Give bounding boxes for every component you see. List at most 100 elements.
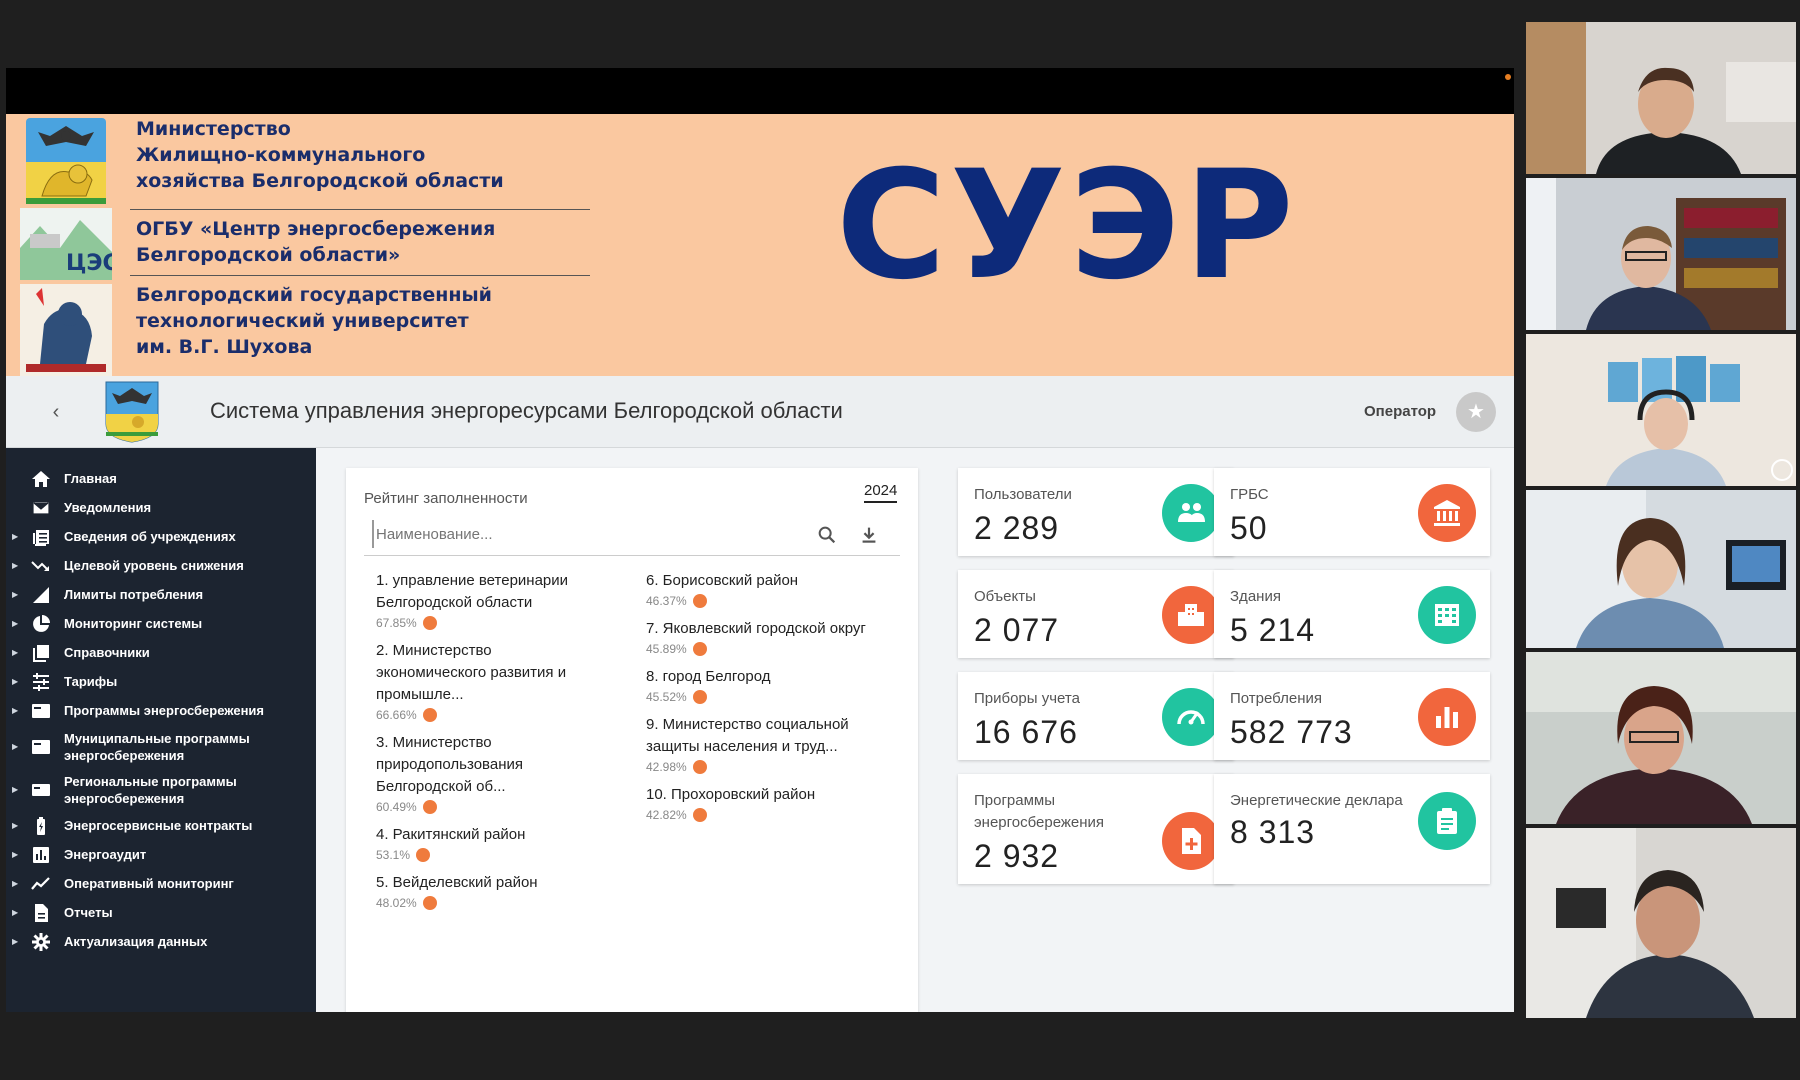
ministry-name-line: Министерство	[136, 118, 291, 140]
expand-arrow-icon[interactable]: ▶	[12, 706, 19, 715]
sidebar-item-label: Энергоаудит	[64, 847, 147, 862]
sidebar-item[interactable]: Главная	[6, 464, 316, 493]
chevron-left-icon[interactable]: ‹	[52, 401, 60, 423]
rating-list-item[interactable]: 2. Министерство экономического развития …	[376, 640, 602, 724]
document-icon	[30, 903, 52, 923]
rating-list-item[interactable]: 10. Прохоровский район 42.82%	[646, 784, 872, 824]
sidebar-item[interactable]: ▶ Мониторинг системы	[6, 609, 316, 638]
sidebar-item[interactable]: ▶ Программы энергосбережения	[6, 696, 316, 725]
rating-list-item[interactable]: 1. управление ветеринарии Белгородской о…	[376, 570, 602, 632]
rating-list-item[interactable]: 3. Министерство природопользования Белго…	[376, 732, 602, 816]
rating-list-item[interactable]: 8. город Белгород 45.52%	[646, 666, 872, 706]
sidebar-item[interactable]: ▶ Тарифы	[6, 667, 316, 696]
sidebar-item[interactable]: ▶ Энергоаудит	[6, 840, 316, 869]
sidebar-item[interactable]: ▶ Муниципальные программы энергосбережени…	[6, 725, 316, 768]
rating-item-name: 7. Яковлевский городской округ	[646, 620, 866, 637]
stat-label: Пользователи	[974, 486, 1072, 503]
stat-card[interactable]: Пользователи 2 289	[958, 468, 1234, 556]
participant-video-tile[interactable]	[1526, 652, 1796, 824]
sidebar-item[interactable]: ▶ Лимиты потребления	[6, 580, 316, 609]
rating-item-percent: 48.02%	[376, 894, 602, 912]
rating-item-percent: 42.98%	[646, 758, 872, 776]
expand-arrow-icon[interactable]: ▶	[12, 850, 19, 859]
city-icon	[1162, 586, 1220, 644]
rating-list-item[interactable]: 5. Вейделевский район 48.02%	[376, 872, 602, 912]
gauge-icon	[1162, 688, 1220, 746]
rating-list-item[interactable]: 7. Яковлевский городской округ 45.89%	[646, 618, 872, 658]
stat-value: 5 214	[1230, 612, 1316, 648]
program-icon	[30, 737, 52, 757]
belgorod-coat-of-arms-logo	[20, 116, 112, 208]
search-input[interactable]	[372, 520, 792, 548]
sidebar-item[interactable]: ▶ Оперативный мониторинг	[6, 869, 316, 898]
rating-list-item[interactable]: 9. Министерство социальной защиты населе…	[646, 714, 872, 776]
sidebar-item[interactable]: Уведомления	[6, 493, 316, 522]
stat-card[interactable]: ГРБС 50	[1214, 468, 1490, 556]
expand-arrow-icon[interactable]: ▶	[12, 937, 19, 946]
year-selector[interactable]: 2024	[864, 482, 898, 503]
stat-card[interactable]: Приборы учета 16 676	[958, 672, 1234, 760]
rating-item-name: 10. Прохоровский район	[646, 786, 816, 803]
rating-title: Рейтинг заполненности	[364, 490, 528, 507]
completeness-rating-card: Рейтинг заполненности 2024 1. управление…	[346, 468, 918, 1012]
brand-title: СУЭР	[836, 139, 1298, 313]
expand-arrow-icon[interactable]: ▶	[12, 619, 19, 628]
participant-video-tile[interactable]	[1526, 828, 1796, 1018]
expand-arrow-icon[interactable]: ▶	[12, 677, 19, 686]
divider	[130, 275, 590, 276]
sidebar-item[interactable]: ▶ Целевой уровень снижения	[6, 551, 316, 580]
stat-card[interactable]: Энергетические деклара 8 313	[1214, 774, 1490, 884]
participant-video-tile[interactable]	[1526, 334, 1796, 486]
recording-indicator-icon	[1505, 74, 1511, 80]
stat-value: 50	[1230, 510, 1268, 546]
rating-item-percent: 45.52%	[646, 688, 872, 706]
sidebar-item-label: Региональные программы энергосбережения	[64, 773, 237, 806]
stat-card[interactable]: Здания 5 214	[1214, 570, 1490, 658]
sidebar-item[interactable]: ▶ Региональные программы энергосбережения	[6, 768, 316, 811]
stat-label: Объекты	[974, 588, 1036, 605]
books-icon	[30, 643, 52, 663]
sidebar-item[interactable]: ▶ Актуализация данных	[6, 927, 316, 956]
percent-value: 60.49%	[376, 800, 417, 814]
percent-value: 53.1%	[376, 848, 411, 862]
stat-card[interactable]: Потребления 582 773	[1214, 672, 1490, 760]
energy-center-name-line: ОГБУ «Центр энергосбережения	[136, 218, 496, 240]
participant-video-tile[interactable]	[1526, 22, 1796, 174]
expand-arrow-icon[interactable]: ▶	[12, 821, 19, 830]
percent-value: 67.85%	[376, 616, 417, 630]
rating-list-item[interactable]: 4. Ракитянский район 53.1%	[376, 824, 602, 864]
rating-search	[364, 512, 900, 556]
download-icon[interactable]	[858, 524, 880, 546]
stat-card[interactable]: Объекты 2 077	[958, 570, 1234, 658]
expand-arrow-icon[interactable]: ▶	[12, 532, 19, 541]
bar-chart-icon	[30, 845, 52, 865]
sidebar-item[interactable]: ▶ Сведения об учреждениях	[6, 522, 316, 551]
sidebar-item[interactable]: ▶ Отчеты	[6, 898, 316, 927]
star-icon[interactable]: ★	[1456, 392, 1496, 432]
rating-item-percent: 42.82%	[646, 806, 872, 824]
rating-list-item[interactable]: 6. Борисовский район 46.37%	[646, 570, 872, 610]
sidebar-item[interactable]: ▶ Энергосервисные контракты	[6, 811, 316, 840]
sliders-icon	[30, 672, 52, 692]
expand-arrow-icon[interactable]: ▶	[12, 785, 19, 794]
expand-arrow-icon[interactable]: ▶	[12, 908, 19, 917]
sidebar-item[interactable]: ▶ Справочники	[6, 638, 316, 667]
shared-screen: ЦЭС Министерство Жилищно-коммунального	[6, 68, 1514, 1012]
percent-value: 46.37%	[646, 594, 687, 608]
signal-icon	[30, 585, 52, 605]
participant-video-tile[interactable]	[1526, 490, 1796, 648]
program-icon	[30, 701, 52, 721]
status-dot-icon	[692, 690, 707, 704]
search-icon[interactable]	[816, 524, 838, 546]
stat-card[interactable]: Программы энергосбережения 2 932	[958, 774, 1234, 884]
expand-arrow-icon[interactable]: ▶	[12, 561, 19, 570]
sidebar-item-label: Уведомления	[64, 500, 152, 515]
battery-icon	[30, 816, 52, 836]
expand-arrow-icon[interactable]: ▶	[12, 742, 19, 751]
expand-arrow-icon[interactable]: ▶	[12, 590, 19, 599]
rating-item-name: 9. Министерство социальной защиты населе…	[646, 716, 849, 755]
participant-video-tile[interactable]	[1526, 178, 1796, 330]
expand-arrow-icon[interactable]: ▶	[12, 879, 19, 888]
expand-arrow-icon[interactable]: ▶	[12, 648, 19, 657]
building-icon	[1418, 586, 1476, 644]
